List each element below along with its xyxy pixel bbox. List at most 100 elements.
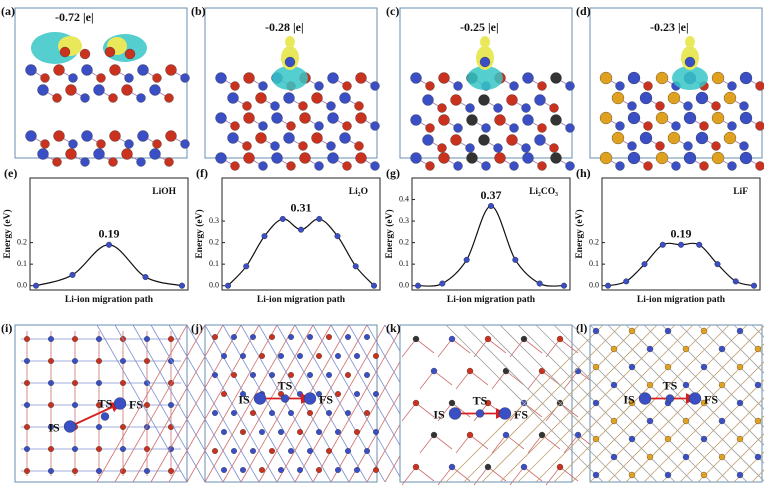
- atom: [639, 131, 653, 145]
- atom: [149, 84, 161, 96]
- atom: [335, 391, 341, 397]
- y-tick-label: 0.0: [209, 281, 219, 290]
- y-tick-label: 0.1: [209, 259, 219, 268]
- atom: [643, 161, 653, 171]
- atom: [727, 81, 737, 91]
- bond: [469, 370, 489, 386]
- atom: [108, 93, 118, 103]
- atom: [628, 399, 636, 407]
- atom: [494, 114, 506, 126]
- bond: [715, 433, 764, 483]
- atom: [243, 112, 255, 124]
- atom: [493, 103, 503, 113]
- data-point: [243, 263, 250, 270]
- atom: [549, 143, 559, 153]
- atom: [168, 336, 174, 342]
- atom: [278, 353, 284, 359]
- atom: [311, 92, 323, 104]
- atom: [240, 353, 246, 359]
- atom: [72, 380, 78, 386]
- atom: [364, 372, 370, 378]
- atom: [258, 121, 268, 131]
- atom: [711, 71, 725, 85]
- atom: [354, 353, 360, 359]
- atom: [326, 448, 332, 454]
- chart-title: LiOH: [152, 187, 176, 197]
- atom: [37, 84, 49, 96]
- atom: [250, 448, 256, 454]
- atom: [327, 152, 339, 164]
- atom: [24, 336, 30, 342]
- atom: [410, 114, 422, 126]
- atom: [345, 372, 351, 378]
- atom: [700, 399, 708, 407]
- energy-curve: [417, 205, 565, 287]
- atom: [221, 353, 227, 359]
- atom: [556, 463, 564, 471]
- y-tick-label: 0.0: [17, 281, 27, 290]
- bond: [541, 370, 561, 386]
- atom: [297, 391, 303, 397]
- panel-label: (b): [191, 4, 206, 18]
- atom: [53, 130, 65, 142]
- atom: [453, 161, 463, 171]
- atom: [453, 81, 463, 91]
- atom: [152, 73, 162, 83]
- atom: [180, 73, 190, 83]
- atom: [450, 134, 462, 146]
- charge-label: -0.72 |e|: [55, 10, 94, 24]
- atom: [755, 81, 764, 91]
- atom: [297, 467, 303, 473]
- atom: [718, 381, 726, 389]
- atom: [144, 468, 150, 474]
- data-point: [678, 241, 685, 248]
- atom: [24, 424, 30, 430]
- atom: [355, 112, 367, 124]
- atom: [478, 94, 490, 106]
- atom: [326, 372, 332, 378]
- atom: [231, 334, 237, 340]
- atom: [335, 429, 341, 435]
- x-axis-label: Li-ion migration path: [257, 295, 346, 305]
- atom: [628, 435, 636, 443]
- data-point: [178, 282, 185, 289]
- atom: [453, 123, 463, 133]
- atom: [430, 367, 438, 375]
- site-label: TS: [473, 393, 488, 407]
- atom: [326, 141, 336, 151]
- atom: [438, 114, 450, 126]
- atom: [231, 410, 237, 416]
- atom: [700, 363, 708, 371]
- atom: [370, 161, 380, 171]
- atom: [484, 399, 492, 407]
- atom: [481, 123, 491, 133]
- atom: [81, 130, 93, 142]
- atom: [72, 336, 78, 342]
- barrier-annotation: 0.19: [99, 227, 120, 241]
- atom: [52, 93, 62, 103]
- atom: [68, 139, 78, 149]
- atom: [695, 91, 709, 105]
- charge-label: -0.28 |e|: [265, 20, 304, 34]
- atom: [215, 152, 227, 164]
- atom: [24, 402, 30, 408]
- panel-label: (j): [191, 321, 203, 335]
- atom: [466, 152, 478, 164]
- atom: [108, 157, 118, 167]
- atom: [326, 410, 332, 416]
- atom: [40, 139, 50, 149]
- atom: [727, 121, 737, 131]
- atom: [250, 372, 256, 378]
- atom: [448, 335, 456, 343]
- atom: [739, 101, 749, 111]
- atom: [53, 64, 65, 76]
- atom: [611, 131, 625, 145]
- atom: [307, 372, 313, 378]
- atom: [711, 101, 721, 111]
- barrier-annotation: 0.31: [291, 201, 312, 215]
- atom: [288, 448, 294, 454]
- bond: [643, 324, 764, 446]
- bond: [499, 324, 658, 483]
- atom: [355, 152, 367, 164]
- atom: [65, 148, 77, 160]
